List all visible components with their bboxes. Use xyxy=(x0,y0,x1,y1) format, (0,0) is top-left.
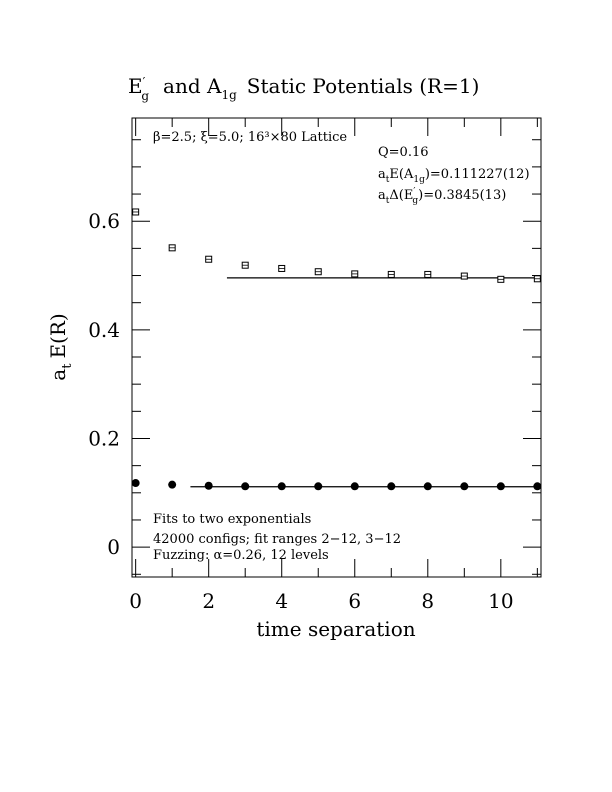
title-and-a: and A xyxy=(163,74,222,98)
annotation-note-1: Fits to two exponentials xyxy=(153,512,311,527)
fitE-pre: a xyxy=(378,188,386,203)
x-tick-label: 0 xyxy=(129,589,142,613)
annotation-note-2: 42000 configs; fit ranges 2−12, 3−12 xyxy=(153,532,401,547)
title-rest: Static Potentials (R=1) xyxy=(247,74,480,98)
fitE-mid-sub: g xyxy=(412,196,418,206)
y-tick-label: 0.4 xyxy=(88,318,120,342)
data-point-circle xyxy=(496,482,505,491)
fitE-pre-sub: t xyxy=(386,196,390,206)
ylabel-rest: E(R) xyxy=(46,313,70,358)
plot-frame xyxy=(131,117,542,578)
annotation-lattice: β=2.5; ξ=5.0; 16³×80 Lattice xyxy=(153,130,347,145)
title-e-prime: ′ xyxy=(143,75,146,89)
ylabel-sub: t xyxy=(60,363,75,369)
annotation-fit-eg: atΔ(E′ g)=0.3845(13) xyxy=(378,187,506,206)
data-point-circle xyxy=(350,482,359,491)
fitA-pre-sub: t xyxy=(386,175,390,185)
annotation-note-3: Fuzzing: α=0.26, 12 levels xyxy=(153,548,329,563)
data-point-circle xyxy=(131,479,140,488)
data-point-circle xyxy=(204,481,213,490)
x-tick-label: 8 xyxy=(421,589,434,613)
data-point-circle xyxy=(241,482,250,491)
data-point-circle xyxy=(168,480,177,489)
fitE-mid: Δ(E xyxy=(389,188,413,203)
axis-ticks xyxy=(132,118,541,577)
annotation-fit-a1g: atE(A1g)=0.111227(12) xyxy=(378,167,530,185)
fitA-mid-sub: 1g xyxy=(413,175,425,185)
title-e-main: E xyxy=(128,74,143,98)
y-tick-label: 0 xyxy=(107,535,120,559)
title-a-sub: 1g xyxy=(221,88,237,102)
fit-lines xyxy=(190,277,541,488)
ylabel-main: a xyxy=(46,369,70,381)
data-point-circle xyxy=(314,482,323,491)
fitE-post: )=0.3845(13) xyxy=(418,188,506,203)
chart-title: E′ g and A1g Static Potentials (R=1) xyxy=(128,74,479,103)
data-points xyxy=(131,208,542,491)
fitA-post: )=0.111227(12) xyxy=(425,167,530,182)
data-point-circle xyxy=(423,482,432,491)
y-tick-label: 0.2 xyxy=(88,426,120,450)
data-point-circle xyxy=(387,482,396,491)
x-tick-label: 10 xyxy=(488,589,513,613)
x-tick-label: 4 xyxy=(275,589,288,613)
x-tick-label: 2 xyxy=(202,589,215,613)
fitA-mid: E(A xyxy=(389,167,414,182)
fitA-pre: a xyxy=(378,167,386,182)
y-tick-label: 0.6 xyxy=(88,209,120,233)
fitE-mid-sup: ′ xyxy=(413,187,415,197)
y-axis-label: at E(R) xyxy=(46,313,75,380)
tick-labels: 0 2 4 6 8 10 0 0.2 0.4 0.6 xyxy=(88,209,513,613)
x-axis-label: time separation xyxy=(256,617,415,641)
data-point-circle xyxy=(533,482,542,491)
data-point-circle xyxy=(277,482,286,491)
data-point-circle xyxy=(460,482,469,491)
annotation-q: Q=0.16 xyxy=(378,145,429,160)
title-e-sub: g xyxy=(141,89,149,103)
x-tick-label: 6 xyxy=(348,589,361,613)
